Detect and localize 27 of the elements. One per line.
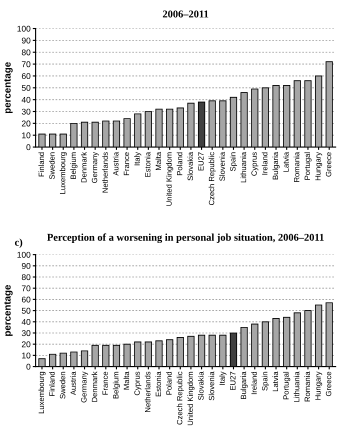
y-tick-label: 70 <box>22 285 30 292</box>
y-tick-label: 10 <box>22 132 30 138</box>
y-tick-label: 60 <box>22 73 30 80</box>
y-tick-label: 60 <box>22 296 30 302</box>
y-tick-label: 30 <box>22 108 30 115</box>
y-axis-title: percentage <box>4 62 13 114</box>
y-tick-label: 20 <box>22 341 30 348</box>
y-tick-label: 50 <box>22 308 30 314</box>
y-tick-label: 0 <box>26 364 30 370</box>
y-tick-label: 10 <box>22 352 30 358</box>
y-tick-label: 100 <box>17 252 30 258</box>
y-axis-title: percentage <box>4 284 13 336</box>
text: c) <box>14 238 22 248</box>
y-tick-label: 30 <box>22 330 30 336</box>
y-tick-label: 80 <box>22 274 30 280</box>
y-tick-label: 40 <box>22 318 30 325</box>
chart-title: Perception of a worsening in personal job situation, 2006–2011 <box>47 233 324 244</box>
y-tick-label: 20 <box>22 120 30 126</box>
y-tick-label: 100 <box>17 26 30 32</box>
y-tick-label: 90 <box>22 263 30 269</box>
y-tick-label: 80 <box>22 49 30 56</box>
y-tick-label: 0 <box>26 144 30 150</box>
chart-title: 2006–2011 <box>162 10 208 18</box>
y-tick-label: 70 <box>22 61 30 68</box>
y-tick-label: 50 <box>22 85 30 91</box>
y-tick-label: 40 <box>22 96 30 103</box>
y-tick-label: 90 <box>22 38 30 44</box>
